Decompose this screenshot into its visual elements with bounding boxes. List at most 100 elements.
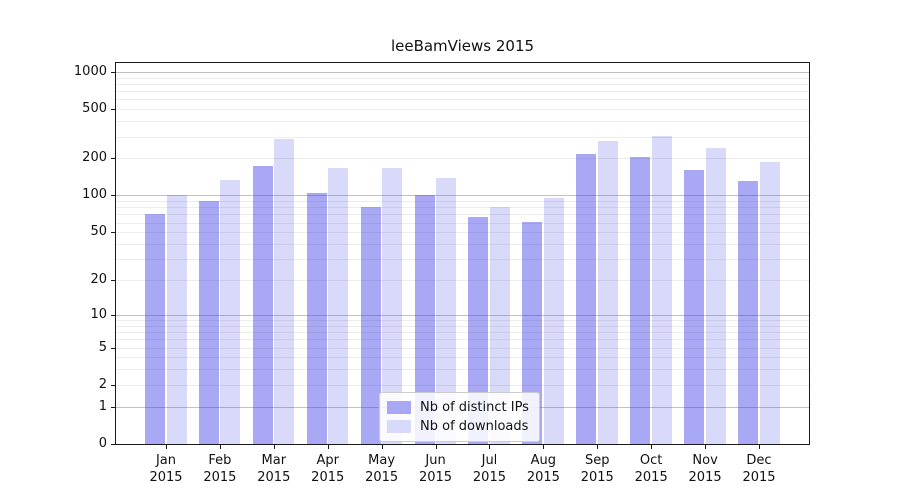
x-tick-label-nov: Nov 2015 (688, 453, 722, 485)
gridline-30 (116, 259, 809, 261)
legend-swatch-downloads (387, 420, 411, 433)
gridline-700 (116, 91, 809, 93)
gridline-900 (116, 77, 809, 79)
legend-label-downloads: Nb of downloads (420, 419, 529, 434)
x-tick-label-jan: Jan 2015 (149, 453, 183, 485)
bar-distinct-ips-dec (738, 181, 758, 444)
gridline-200 (116, 158, 809, 160)
bar-distinct-ips-nov (684, 170, 705, 444)
bar-distinct-ips-may (360, 207, 381, 444)
chart-title: leeBamViews 2015 (390, 37, 535, 55)
bar-distinct-ips-sep (576, 154, 597, 444)
gridline-40 (116, 244, 809, 245)
y-tick-20 (111, 280, 116, 282)
x-tick-label-jun: Jun 2015 (418, 453, 453, 485)
y-tick-label-200: 200 (82, 150, 107, 166)
x-tick-label-sep: Sep 2015 (580, 453, 614, 485)
y-tick-500 (111, 109, 116, 111)
gridline-50 (116, 232, 809, 234)
bar-distinct-ips-aug (522, 221, 543, 444)
gridline-9 (116, 320, 809, 321)
y-tick-1 (111, 406, 116, 408)
x-tick-label-may: May 2015 (365, 453, 399, 485)
x-tick-may (381, 444, 383, 449)
bar-downloads-dec (759, 162, 780, 444)
x-tick-label-aug: Aug 2015 (526, 453, 560, 485)
gridline-70 (116, 214, 809, 216)
gridline-7 (116, 332, 809, 334)
plot-area (115, 62, 810, 445)
bar-downloads-feb (220, 179, 241, 444)
x-tick-apr (327, 444, 329, 449)
gridline-400 (116, 121, 809, 123)
x-tick-dec (759, 444, 760, 449)
x-tick-jun (435, 444, 437, 449)
x-tick-feb (219, 444, 221, 449)
bar-downloads-oct (651, 136, 672, 444)
bar-downloads-sep (597, 140, 618, 444)
bar-downloads-mar (274, 139, 295, 444)
gridline-80 (116, 207, 809, 209)
bar-downloads-nov (705, 148, 726, 444)
gridline-800 (116, 83, 809, 85)
y-tick-label-1: 1 (98, 398, 107, 414)
bar-downloads-jun (436, 177, 457, 444)
gridline-5 (116, 347, 809, 349)
y-tick-label-50: 50 (90, 224, 107, 240)
bar-downloads-jan (166, 195, 187, 444)
bar-distinct-ips-apr (306, 192, 327, 444)
x-tick-nov (705, 444, 707, 449)
y-tick-label-2: 2 (98, 376, 107, 392)
y-tick-2 (111, 384, 116, 386)
y-tick-label-20: 20 (90, 272, 107, 288)
gridline-2 (116, 384, 809, 386)
y-tick-label-5: 5 (98, 339, 107, 355)
x-tick-sep (597, 444, 599, 449)
x-tick-label-dec: Dec 2015 (742, 453, 776, 485)
gridline-90 (116, 201, 809, 203)
legend-row-distinct-ips: Nb of distinct IPs (387, 398, 529, 417)
x-tick-aug (543, 444, 545, 449)
y-tick-5 (111, 347, 116, 349)
bar-distinct-ips-jun (414, 195, 435, 444)
x-tick-label-apr: Apr 2015 (311, 453, 345, 485)
bar-downloads-jul (489, 206, 510, 444)
y-tick-200 (111, 158, 116, 160)
x-tick-jul (489, 444, 491, 449)
gridline-1000 (116, 71, 809, 73)
x-tick-jan (166, 444, 167, 449)
x-tick-label-oct: Oct 2015 (634, 453, 668, 485)
y-tick-0 (111, 444, 116, 445)
bar-downloads-may (382, 168, 403, 444)
bar-distinct-ips-jul (468, 216, 489, 444)
gridline-300 (116, 136, 809, 138)
y-tick-1000 (111, 71, 116, 73)
x-tick-oct (651, 444, 653, 449)
x-tick-mar (273, 444, 275, 449)
gridline-600 (116, 99, 809, 101)
gridline-500 (116, 109, 809, 111)
bar-downloads-aug (543, 198, 564, 444)
gridline-3 (116, 369, 809, 371)
grid-layer (116, 63, 809, 444)
gridline-60 (116, 222, 809, 224)
bar-downloads-apr (328, 168, 349, 444)
gridline-20 (116, 280, 809, 282)
legend-row-downloads: Nb of downloads (387, 417, 529, 436)
x-tick-label-mar: Mar 2015 (257, 453, 291, 485)
gridline-4 (116, 357, 809, 359)
gridline-10 (116, 314, 809, 316)
y-tick-label-1000: 1000 (73, 63, 107, 79)
y-tick-50 (111, 232, 116, 234)
gridline-100 (116, 195, 809, 197)
y-tick-label-10: 10 (90, 306, 107, 322)
gridline-8 (116, 325, 809, 327)
y-tick-label-100: 100 (82, 187, 107, 203)
bar-distinct-ips-jan (145, 214, 165, 444)
x-tick-label-feb: Feb 2015 (203, 453, 237, 485)
legend-label-distinct-ips: Nb of distinct IPs (420, 400, 529, 415)
bar-distinct-ips-oct (630, 157, 651, 444)
bar-distinct-ips-feb (198, 201, 219, 444)
y-tick-100 (111, 195, 116, 197)
